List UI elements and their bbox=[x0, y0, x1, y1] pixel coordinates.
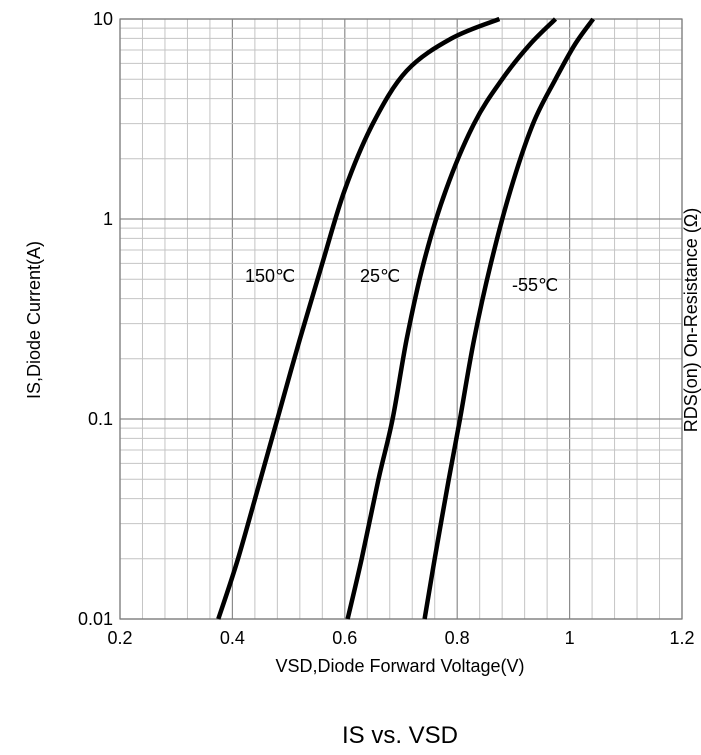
x-axis-title: VSD,Diode Forward Voltage(V) bbox=[275, 656, 524, 676]
series-label-150: 150℃ bbox=[245, 266, 295, 286]
series-line-minus55 bbox=[422, 17, 596, 620]
series-label-25: 25℃ bbox=[360, 266, 400, 286]
series-line-25 bbox=[345, 17, 558, 620]
x-tick-label: 0.4 bbox=[220, 628, 245, 648]
x-tick-label: 0.8 bbox=[445, 628, 470, 648]
chart-caption: IS vs. VSD bbox=[342, 722, 458, 749]
series-line-150 bbox=[216, 16, 501, 620]
right-axis-title: RDS(on) On-Resistance (Ω) bbox=[681, 208, 701, 433]
y-tick-label: 1 bbox=[103, 209, 113, 229]
y-axis-title: IS,Diode Current(A) bbox=[24, 241, 44, 399]
y-tick-label: 0.1 bbox=[88, 409, 113, 429]
x-tick-label: 0.6 bbox=[332, 628, 357, 648]
y-tick-label: 0.01 bbox=[78, 609, 113, 629]
x-tick-label: 0.2 bbox=[107, 628, 132, 648]
series-label-minus55: -55℃ bbox=[512, 275, 558, 295]
tick-labels: 0.2 0.4 0.6 0.8 1 1.2 0.01 0.1 1 10 bbox=[78, 9, 695, 648]
x-tick-label: 1.2 bbox=[669, 628, 694, 648]
series-lines bbox=[216, 16, 596, 620]
y-tick-label: 10 bbox=[93, 9, 113, 29]
x-tick-label: 1 bbox=[565, 628, 575, 648]
grid bbox=[119, 18, 683, 620]
plot-area-border bbox=[119, 18, 683, 620]
